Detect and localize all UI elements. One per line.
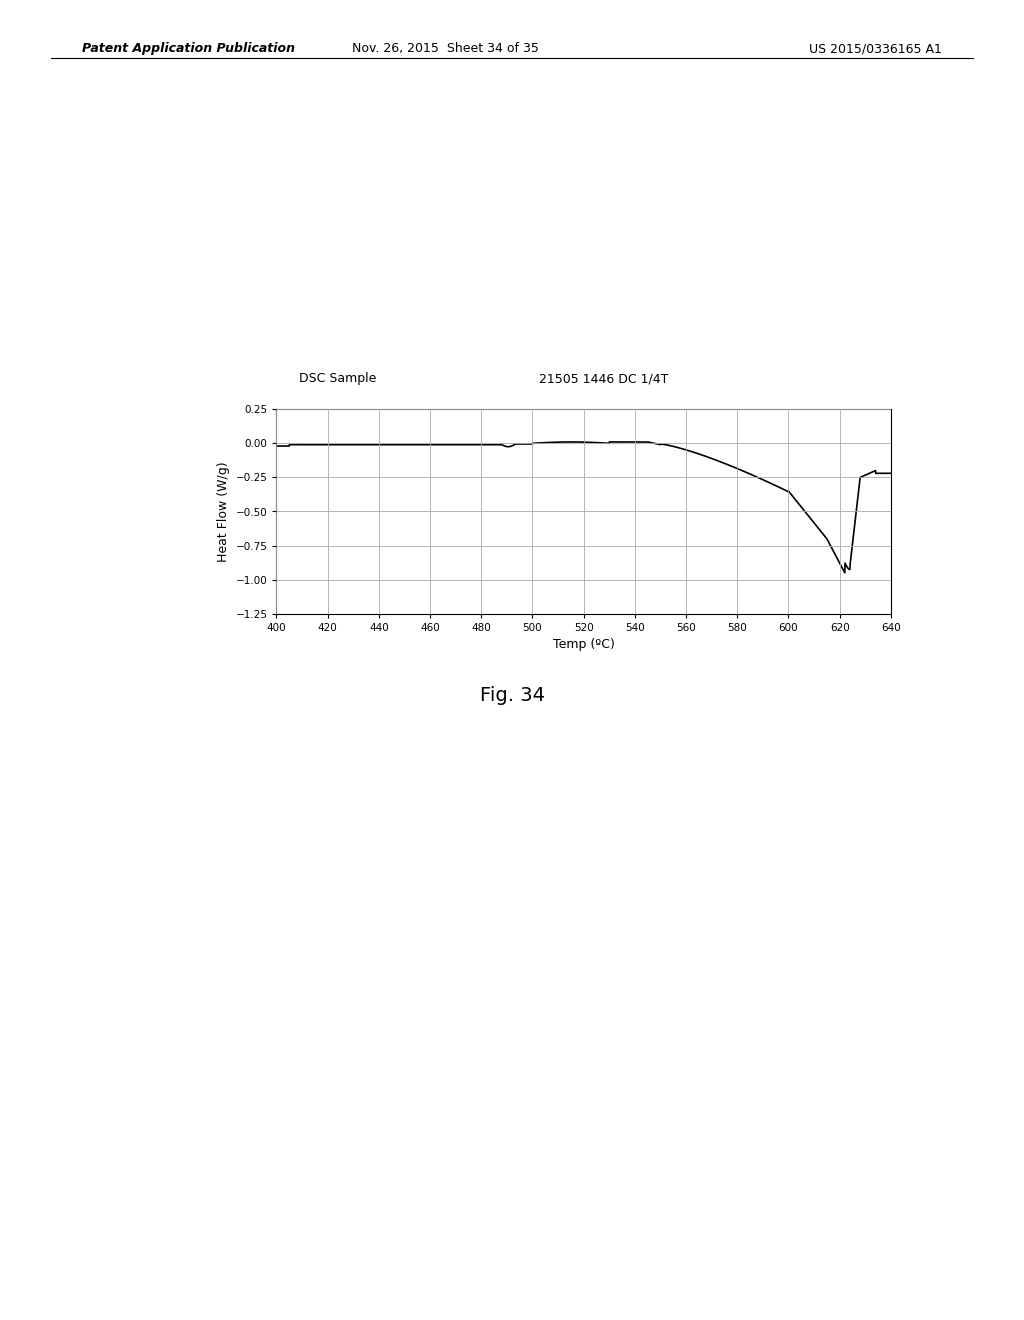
X-axis label: Temp (ºC): Temp (ºC) — [553, 639, 614, 651]
Text: DSC Sample: DSC Sample — [299, 372, 377, 385]
Text: 21505 1446 DC 1/4T: 21505 1446 DC 1/4T — [540, 372, 669, 385]
Text: Fig. 34: Fig. 34 — [479, 686, 545, 705]
Text: Nov. 26, 2015  Sheet 34 of 35: Nov. 26, 2015 Sheet 34 of 35 — [352, 42, 539, 55]
Y-axis label: Heat Flow (W/g): Heat Flow (W/g) — [217, 461, 230, 562]
Text: Patent Application Publication: Patent Application Publication — [82, 42, 295, 55]
Text: US 2015/0336165 A1: US 2015/0336165 A1 — [809, 42, 942, 55]
